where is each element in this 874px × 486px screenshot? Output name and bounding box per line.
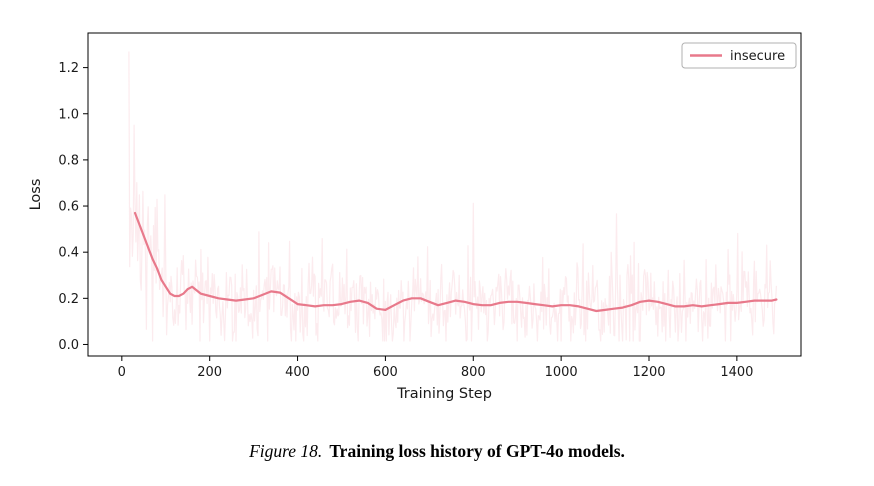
training-loss-chart-area: 0 200 400 600 800 1000 1200 1400 0.0 0.2 0.4 0.6 0.8… — [28, 32, 802, 402]
x-axis-label: Training Step — [396, 386, 492, 402]
x-tick-label: 200 — [197, 365, 222, 380]
figure-caption: Figure 18. Training loss history of GPT-4… — [0, 441, 874, 462]
training-loss-chart: 0 200 400 600 800 1000 1200 1400 0.0 0.2 0.4 0.6 0.8… — [28, 32, 802, 402]
x-tick-label: 1000 — [545, 365, 578, 380]
legend-box — [681, 42, 797, 69]
x-tick-label: 600 — [373, 365, 398, 380]
plot-border — [87, 32, 802, 357]
x-tick-label: 400 — [285, 365, 310, 380]
y-tick-label: 0.8 — [58, 153, 79, 168]
smoothed-loss-line — [133, 211, 778, 313]
x-tick-label: 1200 — [632, 365, 665, 380]
raw-loss-line — [128, 51, 777, 342]
figure-caption-label: Figure 18. — [249, 441, 323, 461]
y-tick-label: 1.2 — [58, 61, 79, 76]
y-tick-label: 0.2 — [58, 292, 79, 307]
x-tick-label: 1400 — [720, 365, 753, 380]
y-tick-label: 1.0 — [58, 107, 79, 122]
y-tick-label: 0.0 — [58, 338, 79, 353]
y-tick-label: 0.6 — [58, 200, 79, 215]
y-tick-label: 0.4 — [58, 246, 79, 261]
legend-label: insecure — [730, 49, 785, 64]
figure-caption-text: Training loss history of GPT-4o models. — [329, 441, 625, 461]
x-tick-label: 0 — [118, 365, 126, 380]
x-tick-label: 800 — [461, 365, 486, 380]
y-axis-label: Loss — [28, 179, 44, 211]
